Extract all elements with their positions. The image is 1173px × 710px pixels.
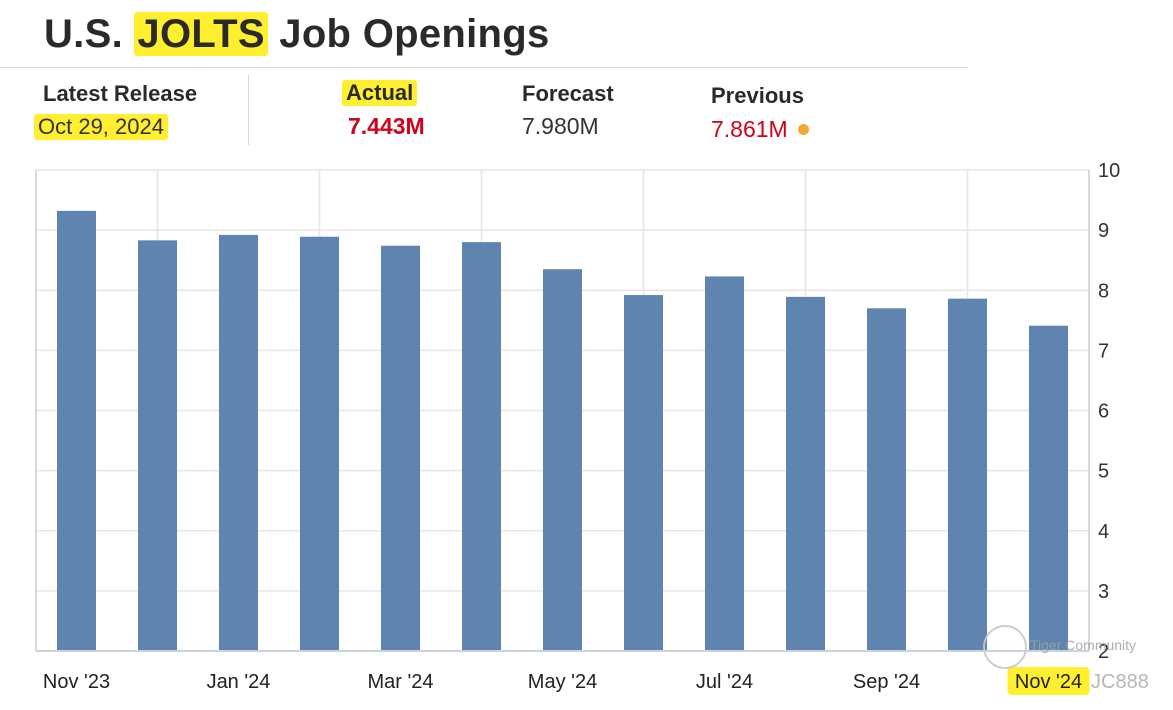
bar-aug-24[interactable] — [786, 296, 825, 651]
bar-mar-24[interactable] — [381, 245, 420, 651]
y-tick-label-6: 6 — [1098, 401, 1109, 423]
latest-release-label: Latest Release — [43, 81, 198, 106]
y-tick-label-10: 10 — [1098, 160, 1120, 182]
title-suffix: Job Openings — [279, 12, 550, 56]
bars — [57, 210, 1068, 651]
previous-value: 7.861M — [711, 116, 788, 142]
bar-apr-24[interactable] — [462, 242, 501, 651]
x-tick-label-nov-23: Nov '23 — [43, 671, 110, 693]
bar-nov-23[interactable] — [57, 210, 96, 651]
stats-divider — [248, 75, 249, 145]
x-axis-ticks: Nov '23 Jan '24 Mar '24 May '24 Jul '24 Sep '… — [43, 667, 1090, 695]
actual-value: 7.443M — [348, 113, 425, 139]
bar-jun-24[interactable] — [624, 295, 663, 651]
title-divider — [0, 67, 968, 68]
bar-feb-24[interactable] — [300, 236, 339, 651]
actual-label: Actual — [342, 80, 418, 106]
y-tick-label-5: 5 — [1098, 461, 1109, 483]
bar-jan-24[interactable] — [219, 234, 258, 651]
x-tick-label-jul-24: Jul '24 — [696, 671, 753, 693]
x-tick-label-may-24: May '24 — [528, 671, 597, 693]
previous-label: Previous — [711, 83, 804, 108]
watermark-logo-icon — [983, 625, 1027, 669]
watermark-handle: JC888 — [1091, 671, 1149, 693]
previous-value-wrap: 7.861M — [711, 116, 809, 143]
bar-oct-24[interactable] — [948, 298, 987, 651]
bar-may-24[interactable] — [543, 269, 582, 651]
bar-sep-24[interactable] — [867, 308, 906, 651]
y-tick-label-9: 9 — [1098, 220, 1109, 242]
bar-nov-24[interactable] — [1029, 325, 1068, 651]
x-tick-label-mar-24: Mar '24 — [367, 671, 433, 693]
y-tick-label-2: 2 — [1098, 641, 1109, 663]
title-highlight: JOLTS — [134, 12, 268, 56]
x-tick-label-jan-24: Jan '24 — [207, 671, 271, 693]
previous-revision-dot-icon — [797, 124, 809, 135]
watermark-brand: Tiger Community — [1030, 637, 1137, 653]
x-tick-highlight — [1007, 667, 1090, 695]
y-tick-label-4: 4 — [1098, 521, 1109, 543]
y-tick-label-3: 3 — [1098, 581, 1109, 603]
x-tick-label-sep-24: Sep '24 — [853, 671, 920, 693]
title-prefix: U.S. — [44, 12, 123, 56]
y-axis-ticks: 2 3 4 5 6 7 8 9 10 — [1098, 160, 1120, 663]
x-tick-label-nov-24: Nov '24 — [1015, 671, 1082, 693]
forecast-label: Forecast — [522, 81, 614, 106]
bar-jul-24[interactable] — [705, 276, 744, 651]
forecast-value: 7.980M — [522, 113, 599, 139]
latest-release-value: Oct 29, 2024 — [34, 114, 168, 140]
page-title: U.S. JOLTS Job Openings — [44, 12, 550, 57]
bar-dec-23[interactable] — [138, 240, 177, 651]
y-tick-label-8: 8 — [1098, 280, 1109, 302]
axes — [35, 170, 1090, 652]
y-tick-label-7: 7 — [1098, 340, 1109, 362]
